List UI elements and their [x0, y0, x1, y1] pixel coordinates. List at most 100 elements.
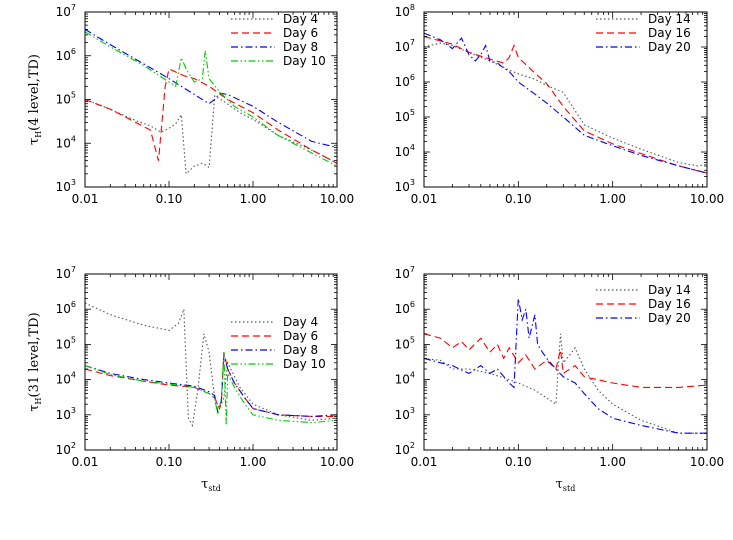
- y-tick-exponent: 3: [71, 178, 76, 187]
- y-tick-exponent: 4: [410, 371, 415, 380]
- legend-label: Day 16: [648, 26, 691, 40]
- legend-label: Day 8: [283, 343, 318, 357]
- y-tick-label: 107: [56, 265, 76, 281]
- y-tick-label: 106: [56, 300, 76, 316]
- x-tick-label: 10.00: [320, 455, 354, 469]
- x-axis-label-main: τ: [556, 477, 563, 492]
- chart-panel-bottom-left: 0.01 0.10 1.00 10.00102103104105106107τH(31…: [27, 265, 354, 493]
- series-line-day-16: [424, 333, 707, 388]
- series-line-day-8: [85, 354, 337, 417]
- y-tick-label: 107: [56, 3, 76, 19]
- x-tick-label: 0.10: [505, 455, 532, 469]
- x-tick-label: 0.01: [72, 192, 99, 206]
- y-tick-exponent: 7: [410, 265, 415, 274]
- x-tick-label: 0.10: [156, 192, 183, 206]
- y-tick-label: 104: [56, 134, 76, 150]
- y-axis-label-sub: H: [34, 131, 43, 138]
- y-axis-label-rest: (31 level,TD): [27, 312, 42, 397]
- x-tick-label: 1.00: [240, 192, 267, 206]
- series-line-day-16: [424, 35, 707, 174]
- series-line-day-20: [424, 298, 707, 434]
- y-tick-label: 107: [395, 38, 415, 54]
- x-tick-label: 1.00: [599, 455, 626, 469]
- x-tick-label: 0.01: [411, 192, 438, 206]
- series-line-day-10: [85, 31, 337, 167]
- legend-label: Day 4: [283, 315, 318, 329]
- y-tick-label: 106: [395, 300, 415, 316]
- y-tick-exponent: 4: [410, 143, 415, 152]
- plot-frame: [423, 273, 708, 451]
- x-axis-label-sub: std: [563, 484, 575, 493]
- series-line-day-20: [424, 32, 707, 174]
- y-tick-label: 103: [395, 406, 415, 422]
- y-tick-exponent: 2: [71, 441, 76, 450]
- x-tick-label: 0.01: [411, 455, 438, 469]
- series-line-day-14: [424, 42, 707, 167]
- x-axis-label-main: τ: [201, 477, 208, 492]
- x-tick-label: 0.10: [505, 192, 532, 206]
- x-tick-label: 1.00: [240, 455, 267, 469]
- y-tick-exponent: 8: [410, 3, 415, 12]
- legend-label: Day 20: [648, 40, 691, 54]
- y-tick-label: 105: [56, 91, 76, 107]
- y-axis-label-sub: H: [34, 397, 43, 404]
- y-axis-label-main: τ: [27, 138, 42, 145]
- x-tick-label: 0.01: [72, 455, 99, 469]
- y-tick-label: 106: [56, 47, 76, 63]
- y-tick-label: 108: [395, 3, 415, 19]
- legend-label: Day 8: [283, 40, 318, 54]
- x-axis-label-sub: std: [208, 484, 220, 493]
- y-tick-exponent: 5: [410, 335, 415, 344]
- x-tick-label: 0.10: [156, 455, 183, 469]
- x-tick-label: 10.00: [690, 455, 724, 469]
- y-tick-exponent: 3: [410, 406, 415, 415]
- y-tick-exponent: 7: [71, 265, 76, 274]
- y-tick-exponent: 6: [71, 300, 76, 309]
- series-line-day-14: [424, 333, 707, 434]
- y-tick-label: 105: [395, 108, 415, 124]
- y-tick-label: 104: [56, 371, 76, 387]
- y-tick-exponent: 7: [71, 3, 76, 12]
- x-axis-label: τstd: [556, 477, 576, 493]
- x-tick-label: 10.00: [690, 192, 724, 206]
- y-tick-exponent: 3: [71, 406, 76, 415]
- y-tick-label: 104: [395, 371, 415, 387]
- y-tick-exponent: 5: [71, 91, 76, 100]
- y-tick-exponent: 7: [410, 38, 415, 47]
- plot-frame: [423, 11, 708, 188]
- y-tick-exponent: 5: [410, 108, 415, 117]
- y-axis-label-rest: (4 level,TD): [27, 54, 42, 131]
- y-tick-exponent: 2: [410, 441, 415, 450]
- legend-label: Day 16: [648, 297, 691, 311]
- y-tick-label: 105: [395, 335, 415, 351]
- y-tick-label: 103: [56, 406, 76, 422]
- series-line-day-8: [85, 28, 337, 149]
- y-tick-label: 104: [395, 143, 415, 159]
- x-tick-label: 10.00: [320, 192, 354, 206]
- y-tick-label: 106: [395, 73, 415, 89]
- y-tick-exponent: 6: [410, 300, 415, 309]
- y-tick-exponent: 4: [71, 134, 76, 143]
- y-tick-label: 105: [56, 335, 76, 351]
- legend-label: Day 4: [283, 12, 318, 26]
- y-tick-exponent: 4: [71, 371, 76, 380]
- legend-label: Day 10: [283, 54, 326, 68]
- y-axis-label: τH(31 level,TD): [27, 312, 43, 411]
- y-tick-exponent: 5: [71, 335, 76, 344]
- legend-label: Day 10: [283, 357, 326, 371]
- y-axis-label: τH(4 level,TD): [27, 54, 43, 145]
- x-axis-label: τstd: [201, 477, 221, 493]
- x-tick-label: 1.00: [599, 192, 626, 206]
- legend-label: Day 6: [283, 329, 318, 343]
- series-line-day-6: [85, 68, 337, 164]
- y-tick-exponent: 6: [410, 73, 415, 82]
- y-axis-label-main: τ: [27, 404, 42, 411]
- y-tick-label: 107: [395, 265, 415, 281]
